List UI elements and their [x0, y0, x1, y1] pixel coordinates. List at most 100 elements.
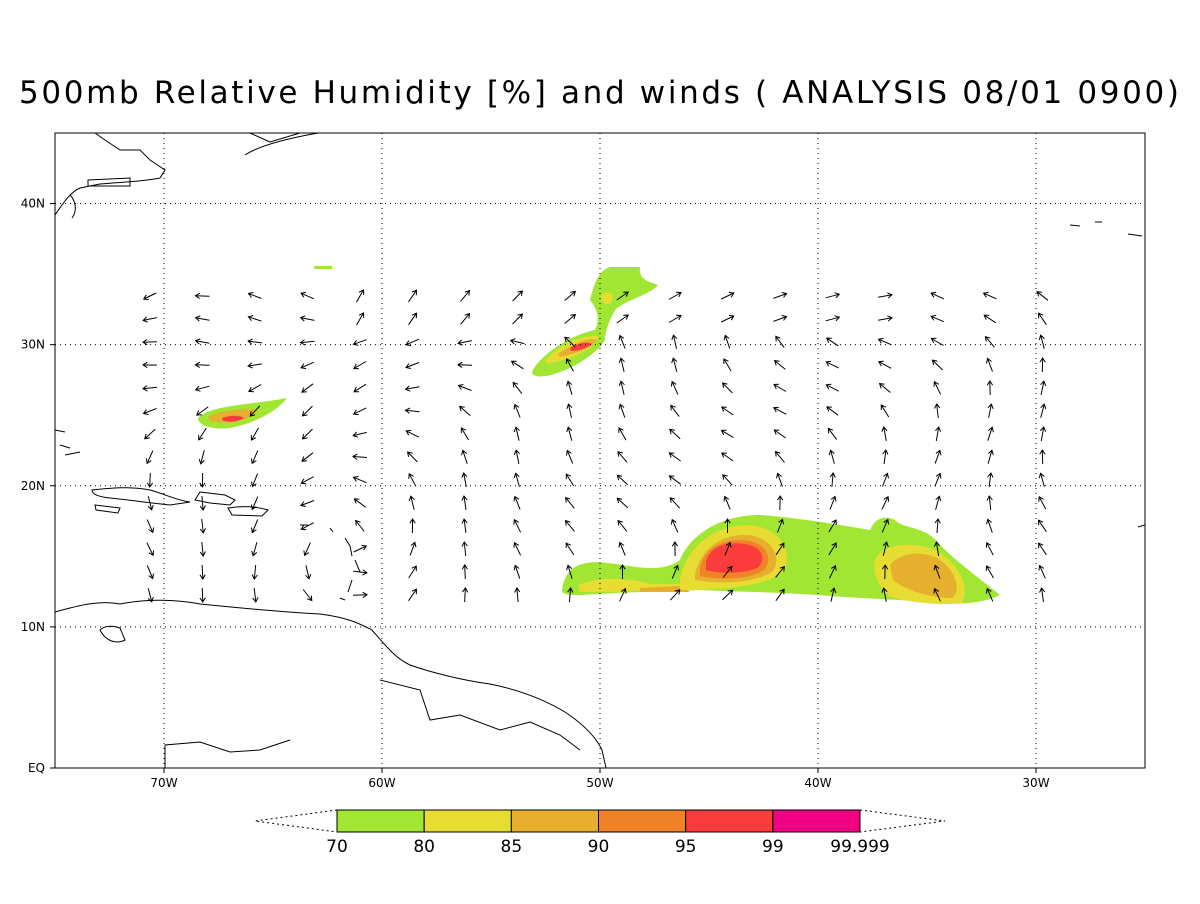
wind-arrow: [1038, 564, 1046, 579]
wind-arrow: [251, 473, 259, 488]
wind-arrow: [772, 406, 787, 415]
plot-area: [54, 132, 1146, 769]
wind-arrow: [301, 452, 314, 462]
wind-arrow: [514, 587, 521, 603]
wind-arrow: [194, 385, 210, 392]
wind-arrow: [930, 291, 945, 300]
wind-arrow: [461, 449, 468, 464]
wind-arrow: [934, 518, 941, 534]
wind-arrow: [881, 426, 888, 441]
wind-arrow: [404, 385, 420, 392]
colorbar-label: 85: [501, 837, 523, 857]
wind-arrow: [986, 495, 993, 511]
wind-arrow: [881, 587, 888, 602]
wind-arrow: [142, 361, 158, 369]
colorbar-high-end: [859, 809, 946, 833]
wind-arrow: [405, 362, 420, 369]
wind-arrow: [722, 565, 733, 578]
wind-arrow: [251, 519, 259, 534]
wind-vectors: [142, 289, 1049, 603]
wind-arrow: [405, 338, 420, 347]
wind-arrow: [775, 588, 785, 601]
wind-arrow: [775, 335, 785, 348]
wind-arrow: [353, 569, 368, 576]
x-tick-label: 60W: [368, 776, 395, 790]
wind-arrow: [935, 426, 942, 441]
wind-arrow: [827, 427, 838, 440]
wind-arrow: [457, 384, 472, 391]
wind-arrow: [300, 476, 314, 485]
colorbar-box: [336, 809, 425, 833]
wind-arrow: [773, 315, 788, 322]
wind-arrow: [720, 314, 735, 323]
wind-arrow: [512, 313, 524, 325]
wind-arrow: [512, 290, 524, 302]
wind-arrow: [878, 382, 891, 393]
wind-arrow: [986, 357, 993, 372]
wind-arrow: [878, 315, 893, 322]
wind-arrow: [619, 564, 626, 579]
wind-arrow: [721, 382, 733, 394]
wind-arrow: [513, 426, 520, 441]
wind-arrow: [776, 472, 783, 487]
wind-arrow: [199, 564, 206, 580]
wind-arrow: [146, 472, 154, 488]
wind-arrow: [247, 338, 262, 345]
wind-arrow: [249, 405, 261, 417]
wind-arrow: [145, 450, 154, 465]
wind-arrow: [935, 495, 942, 510]
wind-arrow: [513, 495, 521, 510]
wind-arrow: [930, 337, 944, 346]
wind-arrow: [670, 404, 680, 417]
wind-arrow: [352, 431, 367, 438]
colorbar-label: 80: [413, 837, 435, 857]
wind-arrow: [302, 589, 313, 602]
wind-arrow: [773, 383, 787, 392]
wind-arrow: [825, 292, 841, 299]
wind-arrow: [670, 380, 679, 395]
wind-arrow: [142, 408, 157, 415]
wind-arrow: [723, 334, 731, 349]
wind-arrow: [774, 450, 785, 463]
wind-arrow: [985, 587, 994, 602]
wind-arrow: [352, 407, 367, 416]
wind-arrow: [356, 312, 365, 326]
colorbar-box: [423, 809, 512, 833]
wind-arrow: [299, 339, 315, 346]
x-tick-label: 40W: [804, 776, 831, 790]
wind-arrow: [825, 315, 841, 322]
wind-arrow: [405, 429, 420, 438]
wind-arrow: [300, 522, 314, 531]
wind-arrow: [199, 472, 206, 488]
wind-arrow: [564, 313, 577, 324]
wind-arrow: [408, 588, 418, 602]
wind-arrow: [355, 519, 365, 532]
wind-arrow: [408, 495, 415, 510]
wind-arrow: [825, 383, 839, 392]
wind-arrow: [877, 337, 892, 346]
wind-arrow: [567, 587, 574, 603]
wind-arrow: [671, 541, 679, 557]
wind-arrow: [668, 475, 681, 485]
wind-arrow: [775, 542, 785, 556]
wind-arrow: [828, 519, 837, 533]
wind-arrow: [668, 314, 682, 323]
wind-arrow: [408, 565, 417, 579]
wind-arrow: [352, 453, 368, 460]
x-tick-label: 50W: [586, 776, 613, 790]
wind-arrow: [668, 291, 682, 300]
humidity-shading: [198, 266, 1000, 605]
wind-arrow: [671, 564, 679, 579]
wind-arrow: [669, 428, 681, 440]
wind-arrow: [881, 564, 889, 580]
wind-arrow: [982, 291, 997, 300]
wind-arrow: [301, 428, 313, 440]
wind-arrow: [565, 473, 575, 487]
wind-arrow: [1039, 587, 1046, 602]
y-tick-label: 10N: [21, 620, 45, 634]
wind-arrow: [300, 291, 315, 300]
wind-arrow: [617, 450, 628, 463]
wind-arrow: [618, 427, 627, 441]
wind-arrow: [513, 564, 521, 579]
